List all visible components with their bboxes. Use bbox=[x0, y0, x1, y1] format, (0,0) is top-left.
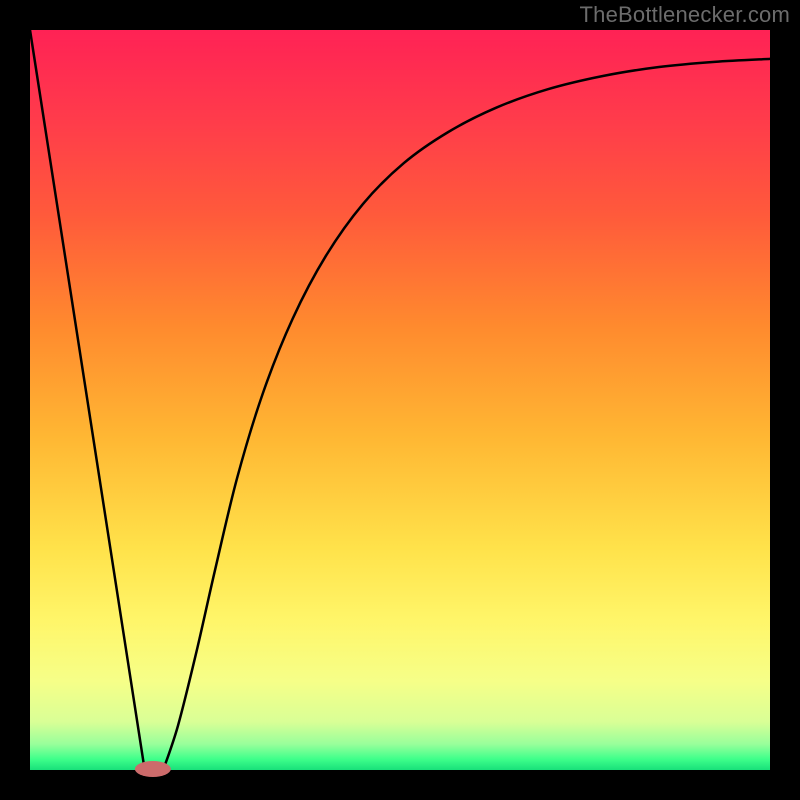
bottleneck-chart: TheBottlenecker.com bbox=[0, 0, 800, 800]
watermark-text: TheBottlenecker.com bbox=[580, 2, 790, 28]
chart-svg bbox=[0, 0, 800, 800]
chart-background bbox=[30, 30, 770, 770]
optimum-marker bbox=[135, 761, 171, 777]
